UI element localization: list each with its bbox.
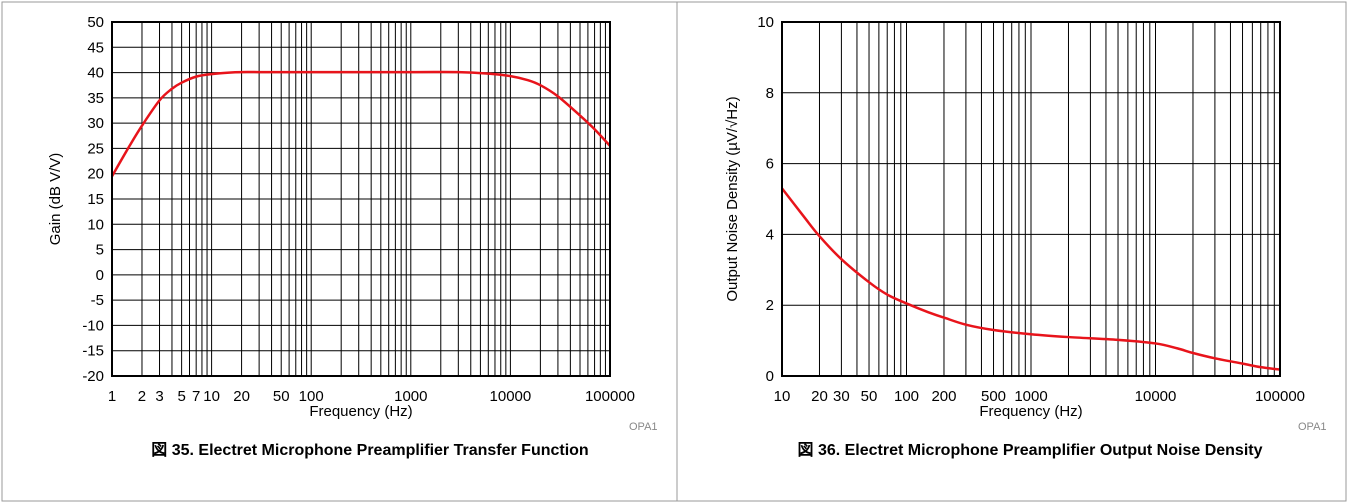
- x-tick-label: 2: [138, 388, 146, 405]
- y-tick-label: 50: [87, 14, 104, 31]
- x-tick-label: 10: [774, 388, 791, 405]
- y-tick-label: 8: [766, 85, 774, 102]
- figure-caption-36: 図 36. Electret Microphone Preamplifier O…: [797, 442, 1263, 459]
- x-tick-label: 100: [299, 388, 324, 405]
- noise-plot-border: [781, 21, 1281, 377]
- figure-caption-35: 図 35. Electret Microphone Preamplifier T…: [151, 442, 589, 459]
- x-tick-label: 500: [981, 388, 1006, 405]
- y-tick-label: 10: [757, 14, 774, 31]
- gain-x-axis-label: Frequency (Hz): [309, 403, 412, 420]
- x-tick-label: 1000: [1014, 388, 1047, 405]
- x-tick-label: 10000: [490, 388, 532, 405]
- x-tick-label: 100000: [585, 388, 635, 405]
- noise-x-tick-labels: 10 20 30 50 100 200 500 1000 10000 100000: [774, 388, 1305, 405]
- y-tick-label: 20: [87, 166, 104, 183]
- y-tick-label: 40: [87, 65, 104, 82]
- y-tick-label: 35: [87, 90, 104, 107]
- x-tick-label: 200: [931, 388, 956, 405]
- figure-code-right: OPA1: [1298, 421, 1327, 433]
- x-tick-label: 20: [233, 388, 250, 405]
- x-tick-label: 10: [203, 388, 220, 405]
- x-tick-label: 1: [108, 388, 116, 405]
- noise-x-axis-label: Frequency (Hz): [979, 403, 1082, 420]
- y-tick-label: -10: [82, 317, 104, 334]
- y-tick-label: -20: [82, 368, 104, 385]
- x-tick-label: 100: [894, 388, 919, 405]
- gain-x-tick-labels: 1 2 3 5 7 10 20 50 100 1000 10000 100000: [108, 388, 635, 405]
- y-tick-label: 15: [87, 191, 104, 208]
- y-tick-label: 25: [87, 140, 104, 157]
- gain-chart-grid: [111, 21, 610, 377]
- noise-chart-grid: [781, 21, 1280, 377]
- noise-chart: 0 2 4 6 8 10 10 20 30 50 100 200 500 1000 10000 100000…: [724, 14, 1305, 420]
- y-tick-label: 30: [87, 115, 104, 132]
- y-tick-label: -5: [91, 292, 104, 309]
- x-tick-label: 7: [192, 388, 200, 405]
- noise-series-line: [781, 187, 1281, 371]
- gain-y-axis-label: Gain (dB V/V): [47, 153, 64, 246]
- x-tick-label: 30: [833, 388, 850, 405]
- x-tick-label: 50: [861, 388, 878, 405]
- x-tick-label: 50: [273, 388, 290, 405]
- gain-plot-border: [111, 21, 611, 377]
- gain-series-line: [110, 70, 611, 177]
- y-tick-label: 6: [766, 156, 774, 173]
- y-tick-label: 0: [766, 368, 774, 385]
- y-tick-label: -15: [82, 343, 104, 360]
- x-tick-label: 5: [177, 388, 185, 405]
- x-tick-label: 1000: [394, 388, 427, 405]
- x-tick-label: 20: [811, 388, 828, 405]
- gain-y-tick-labels: -20 -15 -10 -5 0 5 10 15 20 25 30 35 40 45 50: [82, 14, 104, 385]
- figure-code-left: OPA1: [629, 421, 658, 433]
- x-tick-label: 100000: [1255, 388, 1305, 405]
- y-tick-label: 45: [87, 39, 104, 56]
- y-tick-label: 4: [766, 226, 774, 243]
- noise-y-axis-label: Output Noise Density (µV/√Hz): [724, 96, 741, 301]
- noise-y-tick-labels: 0 2 4 6 8 10: [757, 14, 774, 385]
- y-tick-label: 5: [96, 242, 104, 259]
- y-tick-label: 0: [96, 267, 104, 284]
- y-tick-label: 10: [87, 216, 104, 233]
- x-tick-label: 3: [155, 388, 163, 405]
- y-tick-label: 2: [766, 297, 774, 314]
- x-tick-label: 10000: [1135, 388, 1177, 405]
